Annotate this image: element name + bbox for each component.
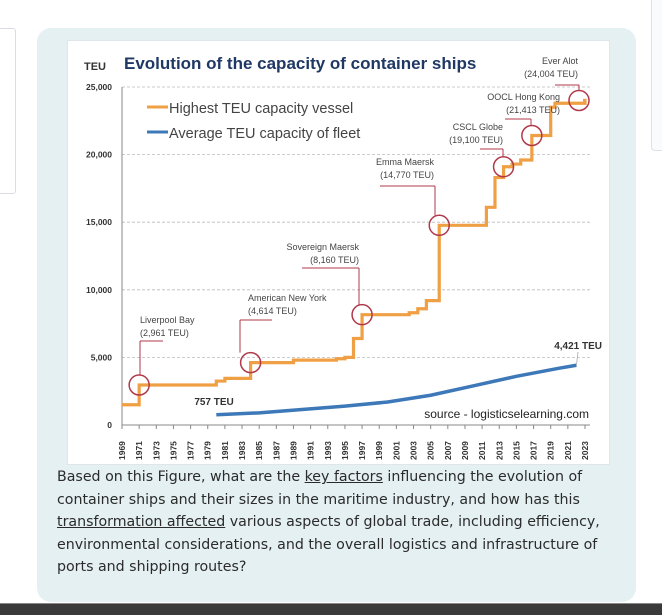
- y-tick-label: 10,000: [86, 285, 112, 295]
- x-tick-label: 1995: [340, 441, 350, 460]
- annotation-value: (4,614 TEU): [248, 306, 297, 316]
- question-part: Based on this Figure, what are the: [57, 469, 305, 485]
- annotation-circle: [568, 89, 590, 112]
- annotation-leader: [139, 340, 163, 375]
- x-tick-label: 2023: [580, 441, 590, 460]
- annotation-ever-alot: Ever Alot (24,004 TEU): [524, 56, 590, 112]
- x-tick-label: 1969: [117, 441, 127, 460]
- legend-label-highest: Highest TEU capacity vessel: [169, 101, 353, 117]
- x-tick-label: 2009: [460, 441, 470, 460]
- question-part: various aspects of global trade, includi…: [57, 514, 600, 575]
- x-tick-label: 1987: [271, 441, 281, 460]
- previous-card: [0, 28, 16, 194]
- x-tick-label: 2019: [546, 441, 556, 460]
- x-tick-label: 1997: [357, 441, 367, 460]
- x-tick-label: 1981: [220, 441, 230, 460]
- annotation-circle: [128, 374, 150, 396]
- x-tick-label: 2011: [477, 441, 487, 460]
- x-tick-label: 2007: [443, 441, 453, 460]
- chart-image: [67, 40, 610, 465]
- annotation-circle: [428, 214, 450, 237]
- annotation-circle: [521, 124, 543, 147]
- annotation-name: Emma Maersk: [376, 157, 435, 167]
- annotation-oocl-hong-kong: OOCL Hong Kong (21,413 TEU): [487, 92, 560, 147]
- annotation-value: (19,100 TEU): [449, 135, 503, 145]
- x-tick-label: 1991: [306, 441, 316, 460]
- y-tick-label: 5,000: [91, 352, 113, 362]
- annotation-cscl-globe: CSCL Globe (19,100 TEU): [449, 122, 515, 178]
- x-tick-label: 1977: [186, 441, 196, 460]
- x-tick-label: 2013: [494, 441, 504, 460]
- legend: Highest TEU capacity vessel Average TEU …: [147, 101, 360, 142]
- x-tick-label: 2021: [563, 441, 573, 460]
- annotation-circle: [492, 156, 515, 178]
- x-tick-label: 1979: [203, 441, 213, 460]
- x-tick-label: 1989: [288, 441, 298, 460]
- annotation-sovereign-maersk: Sovereign Maersk (8,160 TEU): [286, 242, 373, 326]
- x-tick-label: 1985: [254, 441, 264, 460]
- y-axis-label: TEU: [84, 61, 106, 73]
- annotation-value: (8,160 TEU): [310, 255, 359, 265]
- annotation-value: (2,961 TEU): [140, 328, 189, 338]
- annotation-liverpool-bay: Liverpool Bay (2,961 TEU): [128, 315, 195, 396]
- annotation-leader: [555, 84, 580, 91]
- x-tick-label: 2001: [391, 441, 401, 460]
- x-tick-label: 2003: [409, 441, 419, 460]
- annotation-circle: [239, 351, 262, 374]
- annotation-value: (14,770 TEU): [380, 170, 434, 180]
- x-tick-label: 1999: [374, 441, 384, 460]
- x-tick-label: 1971: [134, 441, 144, 460]
- point-label-end: 4,421 TEU: [554, 341, 602, 352]
- key-factors-link[interactable]: key factors: [304, 469, 383, 485]
- y-tick-label: 20,000: [86, 150, 112, 160]
- question-part: influencing the evolution of container s…: [57, 469, 583, 508]
- x-tick-label: 1983: [237, 441, 247, 460]
- y-tick-label: 25,000: [86, 82, 112, 92]
- annotation-leader: [239, 319, 272, 353]
- annotation-name: American New York: [248, 293, 327, 303]
- y-tick-label: 0: [107, 420, 112, 430]
- x-tick-label: 1975: [168, 441, 178, 460]
- series-highest-line: [122, 98, 587, 407]
- question-text: Based on this Figure, what are the key f…: [57, 466, 617, 579]
- annotation-leader: [380, 185, 436, 216]
- source-label: source - logisticselearning.com: [424, 407, 589, 421]
- annotation-name: Sovereign Maersk: [286, 242, 359, 252]
- series-average-line: [216, 363, 577, 417]
- annotation-emma-maersk: Emma Maersk (14,770 TEU): [376, 157, 450, 237]
- x-tick-label: 1973: [151, 441, 161, 460]
- chart-title: Evolution of the capacity of container s…: [124, 54, 476, 73]
- side-panel: [651, 0, 662, 151]
- annotation-leader: [480, 148, 504, 157]
- taskbar: [0, 603, 662, 615]
- x-tick-label: 2015: [511, 441, 521, 460]
- point-label-start: 757 TEU: [194, 397, 233, 408]
- annotation-value: (21,413 TEU): [506, 105, 560, 115]
- annotation-american-new-york: American New York (4,614 TEU): [239, 293, 327, 374]
- x-tick-label: 1993: [323, 441, 333, 460]
- annotation-leader: [505, 118, 532, 126]
- annotation-name: Ever Alot: [542, 56, 579, 66]
- legend-label-average: Average TEU capacity of fleet: [169, 126, 360, 142]
- transformation-affected-link[interactable]: transformation affected: [57, 514, 226, 530]
- x-tick-label: 2017: [529, 441, 539, 460]
- annotation-name: CSCL Globe: [453, 122, 503, 132]
- annotation-name: OOCL Hong Kong: [487, 92, 560, 102]
- x-tick-label: 2005: [426, 441, 436, 460]
- annotation-name: Liverpool Bay: [140, 315, 195, 325]
- y-tick-label: 15,000: [86, 217, 112, 227]
- annotation-circle: [351, 303, 373, 326]
- annotation-leader: [302, 267, 360, 305]
- annotation-value: (24,004 TEU): [524, 69, 578, 79]
- point-label-leader: [576, 351, 579, 366]
